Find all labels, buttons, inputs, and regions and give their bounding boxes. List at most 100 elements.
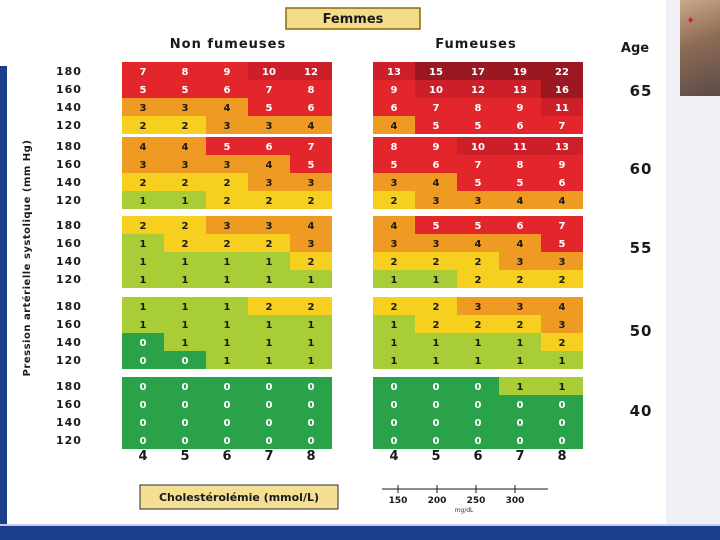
bp-label: 140 — [56, 255, 82, 268]
risk-cell — [248, 155, 290, 173]
heatmap-cells: 7 8 9 10 125 5 6 7 83 3 4 5 62 2 3 3 44 4 5 6 73 3 3 4 52 2 2 3 31 1 2… — [122, 62, 583, 449]
risk-value: 1 — [224, 320, 231, 331]
risk-cell — [499, 98, 541, 116]
risk-value: 7 — [475, 160, 482, 171]
risk-value: 0 — [224, 400, 231, 411]
risk-cell — [122, 116, 164, 134]
risk-value: 3 — [182, 103, 189, 114]
risk-value: 6 — [517, 221, 524, 232]
risk-value: 1 — [224, 275, 231, 286]
x-tick-label: 5 — [431, 449, 440, 464]
x-tick-label: 6 — [473, 449, 482, 464]
risk-value: 3 — [559, 257, 566, 268]
risk-value: 2 — [140, 178, 147, 189]
risk-value: 4 — [224, 103, 231, 114]
risk-value: 19 — [513, 67, 527, 78]
risk-value: 0 — [266, 400, 273, 411]
risk-cell — [122, 297, 164, 315]
risk-value: 1 — [559, 382, 566, 393]
risk-value: 16 — [555, 85, 569, 96]
risk-cell — [248, 351, 290, 369]
risk-cell — [415, 315, 457, 333]
risk-cell — [457, 333, 499, 351]
risk-value: 1 — [475, 356, 482, 367]
risk-cell — [415, 155, 457, 173]
risk-cell — [541, 173, 583, 191]
risk-cell — [206, 377, 248, 395]
risk-value: 0 — [433, 418, 440, 429]
risk-value: 10 — [429, 85, 443, 96]
risk-cell — [373, 333, 415, 351]
risk-value: 0 — [140, 338, 147, 349]
risk-value: 10 — [262, 67, 276, 78]
risk-value: 4 — [475, 239, 482, 250]
risk-cell — [499, 395, 541, 413]
risk-cell — [541, 62, 583, 80]
risk-cell — [290, 333, 332, 351]
risk-cell — [415, 431, 457, 449]
risk-value: 6 — [224, 85, 231, 96]
corner-photo — [680, 0, 720, 96]
risk-cell — [457, 98, 499, 116]
title-box — [285, 7, 421, 30]
bp-label: 120 — [56, 354, 82, 367]
risk-value: 5 — [224, 142, 231, 153]
risk-cell — [541, 155, 583, 173]
risk-value: 2 — [517, 320, 524, 331]
x-axis-label: Cholestérolémie (mmol/L) — [159, 491, 319, 504]
risk-cell — [122, 216, 164, 234]
risk-value: 0 — [475, 382, 482, 393]
risk-cell — [164, 431, 206, 449]
risk-cell — [290, 270, 332, 288]
bp-label: 140 — [56, 176, 82, 189]
risk-cell — [499, 377, 541, 395]
risk-cell — [499, 270, 541, 288]
risk-cell — [206, 191, 248, 209]
risk-cell — [415, 116, 457, 134]
risk-cell — [122, 315, 164, 333]
risk-cell — [290, 80, 332, 98]
risk-value: 1 — [266, 356, 273, 367]
risk-cell — [290, 191, 332, 209]
bp-label: 120 — [56, 119, 82, 132]
x-tick-label: 4 — [138, 449, 147, 464]
risk-cell — [541, 137, 583, 155]
risk-value: 2 — [433, 302, 440, 313]
risk-cell — [541, 297, 583, 315]
risk-value: 7 — [308, 142, 315, 153]
risk-cell — [206, 431, 248, 449]
risk-value: 4 — [559, 196, 566, 207]
risk-value: 1 — [224, 338, 231, 349]
risk-cell — [164, 234, 206, 252]
risk-value: 1 — [140, 320, 147, 331]
risk-cell — [248, 315, 290, 333]
risk-value: 5 — [308, 160, 315, 171]
risk-value: 3 — [182, 160, 189, 171]
risk-value: 1 — [140, 196, 147, 207]
risk-value: 3 — [475, 302, 482, 313]
risk-cell — [541, 270, 583, 288]
risk-cell — [457, 395, 499, 413]
risk-cell — [290, 62, 332, 80]
risk-value: 3 — [266, 178, 273, 189]
risk-cell — [457, 431, 499, 449]
risk-value: 3 — [517, 302, 524, 313]
risk-value: 5 — [475, 121, 482, 132]
risk-cell — [373, 80, 415, 98]
risk-cell — [290, 116, 332, 134]
risk-value: 3 — [224, 221, 231, 232]
risk-cell — [290, 216, 332, 234]
risk-cell — [415, 413, 457, 431]
risk-value: 17 — [471, 67, 485, 78]
bp-label: 160 — [56, 158, 82, 171]
risk-value: 5 — [559, 239, 566, 250]
bp-label: 140 — [56, 101, 82, 114]
risk-value: 1 — [182, 275, 189, 286]
risk-value: 0 — [140, 356, 147, 367]
risk-cell — [248, 216, 290, 234]
risk-value: 1 — [433, 275, 440, 286]
risk-cell — [206, 80, 248, 98]
risk-cell — [415, 297, 457, 315]
risk-value: 0 — [266, 382, 273, 393]
risk-cell — [290, 234, 332, 252]
